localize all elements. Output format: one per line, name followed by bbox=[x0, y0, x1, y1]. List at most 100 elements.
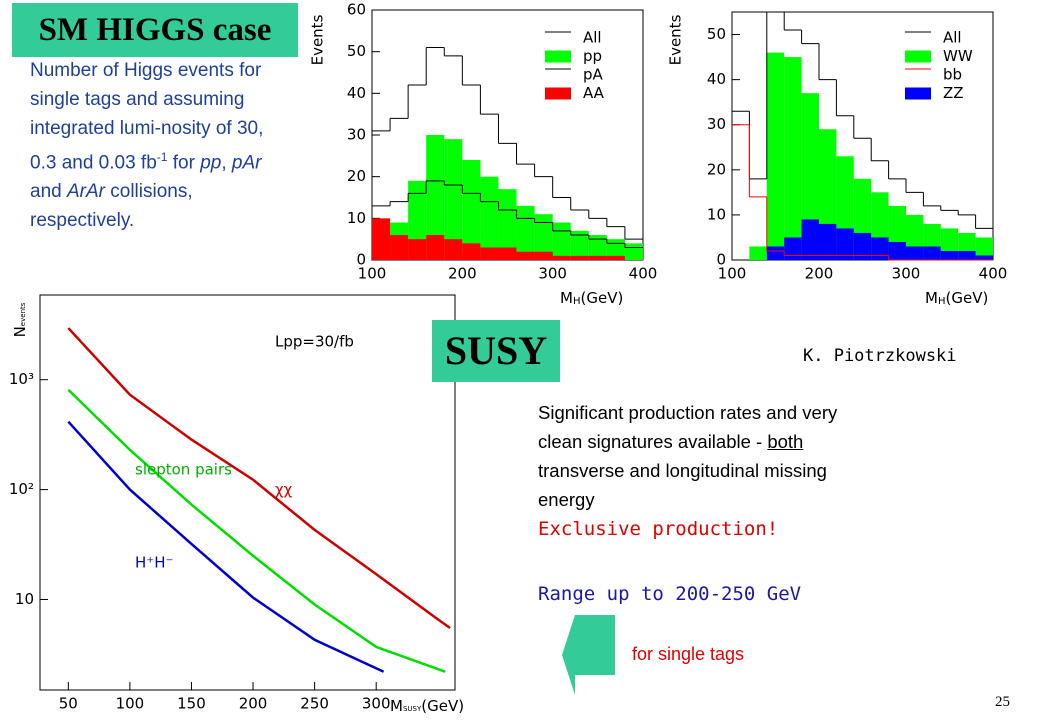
bar bbox=[923, 246, 941, 260]
label-part: (GeV) bbox=[421, 697, 464, 715]
bar bbox=[871, 237, 889, 260]
bar bbox=[784, 237, 802, 260]
page-number: 25 bbox=[995, 694, 1010, 710]
bar bbox=[462, 160, 481, 260]
legend-swatch bbox=[545, 87, 571, 100]
bar bbox=[426, 235, 445, 260]
y-tick-label: 40 bbox=[347, 84, 366, 102]
legend-label: AA bbox=[583, 84, 605, 102]
text: pp bbox=[200, 152, 222, 174]
legend-label: pp bbox=[583, 47, 602, 65]
y-tick-label: 10³ bbox=[9, 370, 34, 388]
range: Range up to 200-250 GeV bbox=[538, 583, 802, 605]
x-tick-label: 150 bbox=[177, 695, 206, 713]
bar bbox=[408, 239, 427, 260]
label-part: M bbox=[560, 289, 573, 307]
bar bbox=[606, 239, 625, 260]
x-tick-label: 300 bbox=[362, 695, 391, 713]
y-tick-label: 20 bbox=[347, 167, 366, 185]
bar bbox=[444, 139, 463, 260]
annotation: slepton pairs bbox=[135, 461, 232, 479]
note: for single tags bbox=[632, 644, 745, 664]
bar bbox=[480, 176, 499, 260]
legend-swatch bbox=[545, 50, 571, 63]
arrow bbox=[562, 615, 615, 695]
x-tick-label: 200 bbox=[805, 265, 834, 283]
x-axis-label: MSUSY(GeV) bbox=[390, 697, 464, 715]
bar bbox=[940, 250, 959, 260]
bar bbox=[766, 246, 785, 260]
curve bbox=[67, 388, 446, 673]
bar bbox=[975, 255, 993, 260]
bar bbox=[958, 250, 976, 260]
annotation: H⁺H⁻ bbox=[135, 554, 173, 572]
x-tick-label: 300 bbox=[538, 265, 567, 283]
intro: Number of Higgs events for single tags a… bbox=[30, 56, 295, 235]
text: , bbox=[221, 152, 232, 174]
x-tick-label: 400 bbox=[629, 265, 658, 283]
label-part: H bbox=[938, 296, 946, 307]
bar bbox=[606, 255, 625, 260]
bar bbox=[749, 246, 767, 260]
bar bbox=[552, 222, 571, 260]
legend-label: All bbox=[583, 29, 602, 47]
bar bbox=[462, 243, 481, 260]
bar bbox=[552, 255, 571, 260]
label-part: M bbox=[925, 289, 938, 307]
susy-box: SUSY bbox=[432, 320, 560, 382]
y-tick-label: 20 bbox=[707, 160, 726, 178]
y-tick-label: 30 bbox=[347, 126, 366, 144]
legend-label: bb bbox=[943, 66, 962, 84]
y-tick-label: 40 bbox=[707, 70, 726, 88]
x-tick-label: 300 bbox=[892, 265, 921, 283]
x-tick-label: 200 bbox=[239, 695, 268, 713]
y-tick-label: 10 bbox=[707, 205, 726, 223]
x-tick-label: 250 bbox=[300, 695, 329, 713]
susy-title: SUSY bbox=[444, 328, 548, 373]
bar bbox=[480, 247, 499, 260]
bar bbox=[516, 251, 535, 260]
label-part: M bbox=[390, 697, 403, 715]
y-tick-label: 0 bbox=[716, 251, 726, 269]
bar bbox=[888, 241, 906, 260]
y-tick-label: 10 bbox=[347, 209, 366, 227]
plot-frame bbox=[39, 294, 456, 691]
y-tick-label: 10 bbox=[15, 590, 34, 608]
bar bbox=[390, 235, 409, 260]
bar bbox=[836, 228, 854, 260]
x-axis-label: MH(GeV) bbox=[925, 289, 988, 308]
label-part: SUSY bbox=[403, 705, 422, 713]
bar bbox=[426, 135, 445, 260]
legend-label: All bbox=[943, 29, 962, 47]
x-tick-label: 50 bbox=[59, 695, 78, 713]
y-axis-label: Nevents bbox=[11, 302, 29, 337]
x-tick-label: 200 bbox=[448, 265, 477, 283]
bar bbox=[588, 235, 607, 260]
bar bbox=[498, 189, 517, 260]
annotation: Lpp=30/fb bbox=[275, 333, 354, 351]
bar bbox=[534, 214, 553, 260]
text: transverse and longitudinal missing ener… bbox=[538, 460, 827, 510]
y-tick-label: 30 bbox=[707, 115, 726, 133]
highlight: Exclusive production! bbox=[538, 518, 779, 540]
x-axis-label: MH(GeV) bbox=[560, 289, 623, 308]
y-tick-label: 60 bbox=[347, 1, 366, 19]
bar bbox=[534, 251, 553, 260]
legend-label: ZZ bbox=[943, 84, 964, 102]
text: -1 bbox=[156, 150, 168, 164]
text: for bbox=[167, 152, 201, 174]
bar bbox=[853, 232, 872, 260]
title-box: SM HIGGS case bbox=[12, 3, 298, 57]
curve bbox=[67, 327, 451, 630]
bar bbox=[588, 255, 607, 260]
text: pAr bbox=[231, 152, 262, 174]
bar bbox=[570, 255, 589, 260]
annotation: χχ bbox=[275, 481, 293, 499]
bar bbox=[819, 223, 837, 260]
bar bbox=[372, 218, 391, 260]
y-tick-label: 50 bbox=[347, 42, 366, 60]
text: both bbox=[767, 431, 804, 452]
title: SM HIGGS case bbox=[38, 12, 272, 48]
